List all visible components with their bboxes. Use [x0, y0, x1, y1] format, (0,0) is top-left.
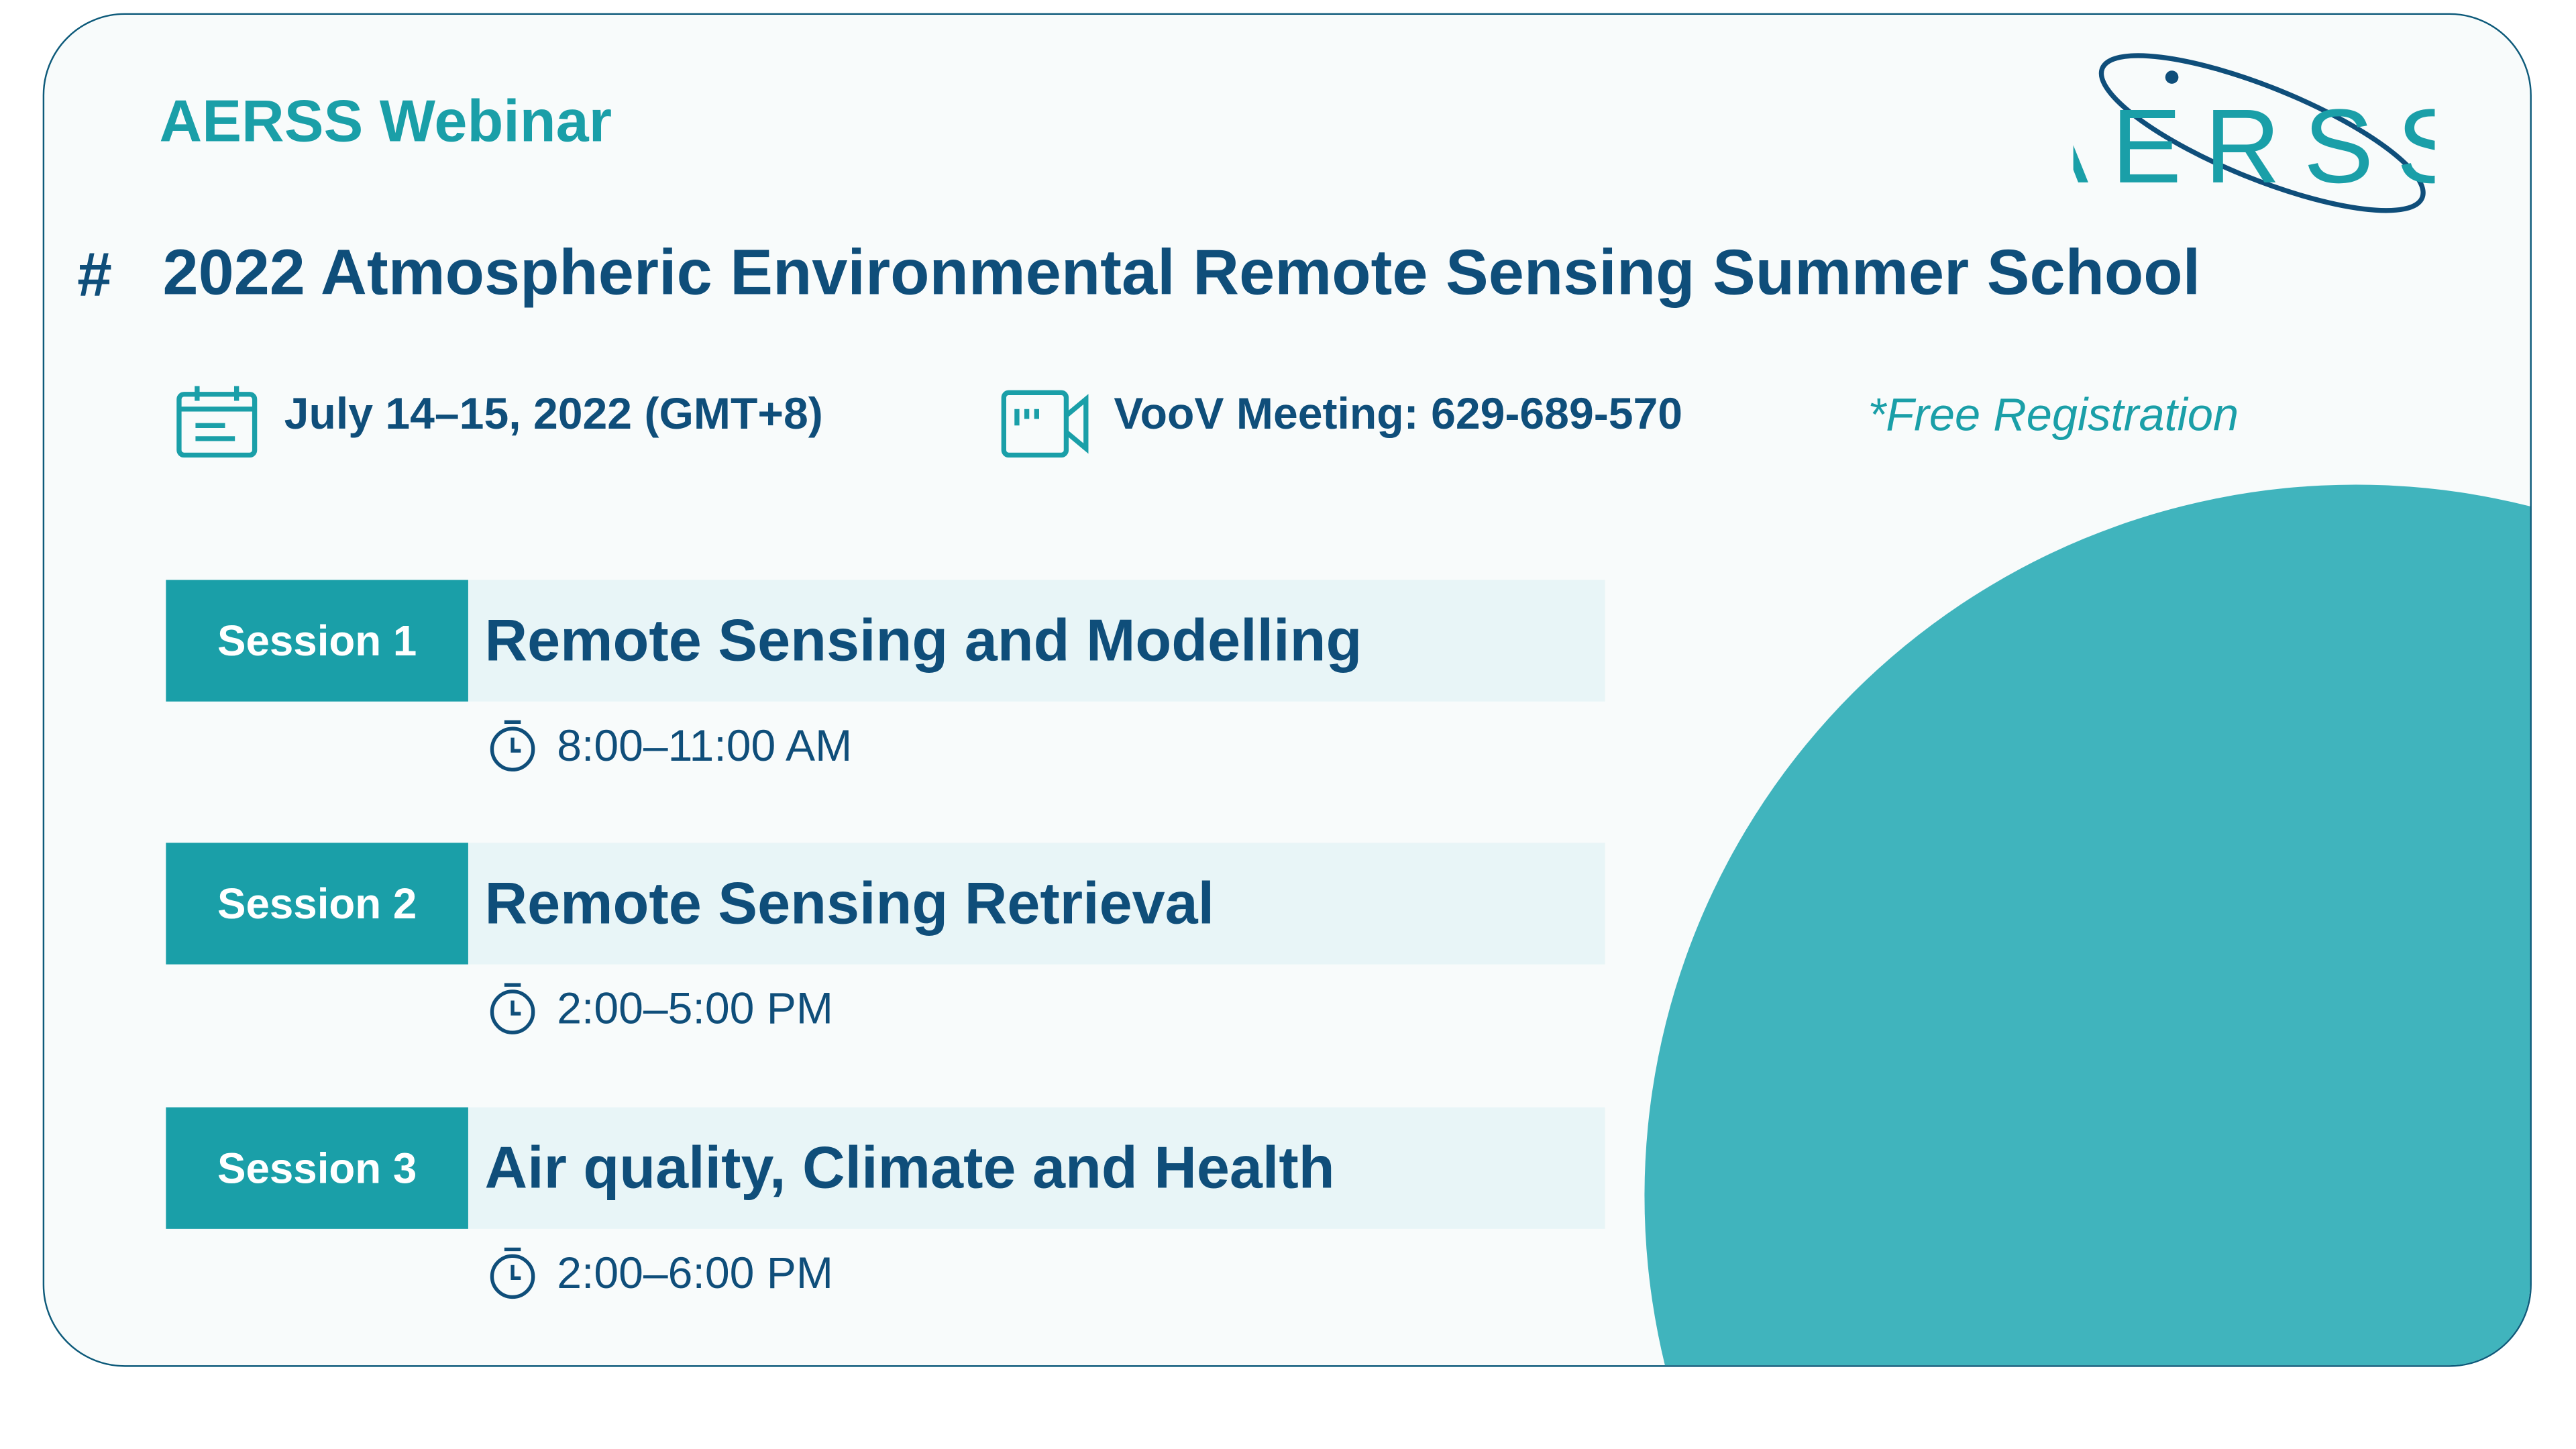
session-label: Session 2 [166, 843, 468, 965]
session-label: Session 3 [166, 1107, 468, 1229]
date: July 14–15, 2022 (GMT+8) [284, 389, 823, 439]
time-text: 2:00–5:00 PM [557, 983, 833, 1033]
session-title: Air quality, Climate and Health [468, 1107, 1605, 1229]
session-time: 2:00–6:00 PM [488, 1245, 833, 1301]
time-text: 8:00–11:00 AM [557, 720, 853, 770]
logo-text: AERSS [2074, 88, 2435, 205]
meeting: VooV Meeting: 629-689-570 [1114, 389, 1683, 439]
logo: AERSS [2074, 53, 2435, 213]
decor-circle [1644, 484, 2530, 1366]
calendar-icon [176, 386, 258, 458]
registration: *Free Registration [1868, 389, 2239, 441]
session-label: Session 1 [166, 580, 468, 702]
card: AERSS Webinar AERSS # 2022 Atmospheric E… [42, 13, 2532, 1367]
video-icon [1001, 390, 1089, 458]
timer-icon [490, 983, 535, 1034]
timer-icon [490, 720, 535, 772]
session-title: Remote Sensing and Modelling [468, 580, 1605, 702]
title: 2022 Atmospheric Environmental Remote Se… [162, 238, 2201, 309]
session-title: Remote Sensing Retrieval [468, 843, 1605, 965]
time-text: 2:00–6:00 PM [557, 1248, 833, 1297]
session-time: 2:00–5:00 PM [488, 981, 833, 1036]
title-marker: # [77, 241, 112, 311]
timer-icon [490, 1247, 535, 1299]
session-time: 8:00–11:00 AM [488, 718, 852, 773]
brand: AERSS Webinar [159, 87, 612, 155]
